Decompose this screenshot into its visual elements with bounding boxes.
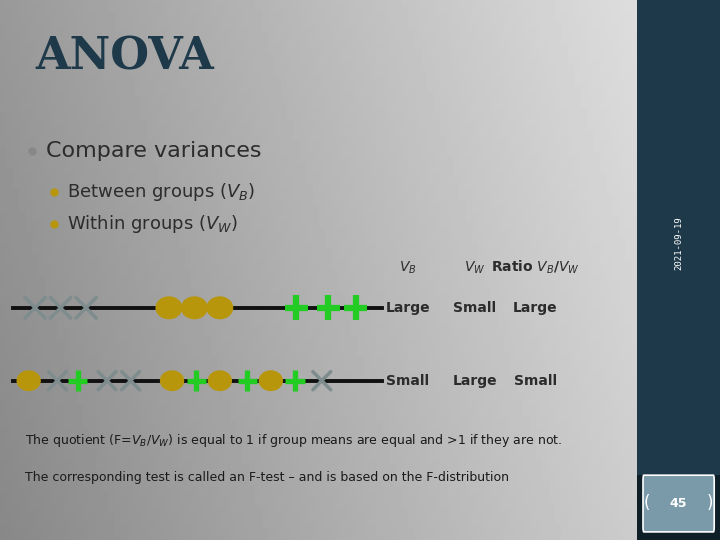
Text: Between groups ($V_B$): Between groups ($V_B$) xyxy=(67,181,255,202)
Circle shape xyxy=(207,297,233,319)
FancyBboxPatch shape xyxy=(637,0,720,475)
Text: $V_B$: $V_B$ xyxy=(399,259,417,275)
Text: Ratio $V_B$/$V_W$: Ratio $V_B$/$V_W$ xyxy=(491,259,580,276)
Text: Large: Large xyxy=(513,301,557,315)
Text: The corresponding test is called an F-test – and is based on the F-distribution: The corresponding test is called an F-te… xyxy=(25,471,510,484)
Circle shape xyxy=(208,371,231,390)
Text: $V_W$: $V_W$ xyxy=(464,259,485,275)
Text: Within groups ($V_W$): Within groups ($V_W$) xyxy=(67,213,238,235)
Text: Large: Large xyxy=(452,374,497,388)
FancyBboxPatch shape xyxy=(643,475,714,532)
Text: Small: Small xyxy=(386,374,429,388)
Text: The quotient (F=$V_B$/$V_W$) is equal to 1 if group means are equal and >1 if th: The quotient (F=$V_B$/$V_W$) is equal to… xyxy=(25,431,563,449)
Text: Compare variances: Compare variances xyxy=(46,141,261,161)
FancyBboxPatch shape xyxy=(637,475,720,540)
Text: Small: Small xyxy=(453,301,496,315)
Circle shape xyxy=(181,297,207,319)
Text: 45: 45 xyxy=(670,497,688,510)
Circle shape xyxy=(259,371,282,390)
Text: Large: Large xyxy=(385,301,430,315)
Text: (: ( xyxy=(644,494,650,512)
Text: Small: Small xyxy=(513,374,557,388)
Circle shape xyxy=(17,371,40,390)
Circle shape xyxy=(161,371,184,390)
Text: ): ) xyxy=(707,494,714,512)
Circle shape xyxy=(156,297,181,319)
Text: 2021-09-19: 2021-09-19 xyxy=(674,216,683,270)
Text: ANOVA: ANOVA xyxy=(35,35,214,78)
